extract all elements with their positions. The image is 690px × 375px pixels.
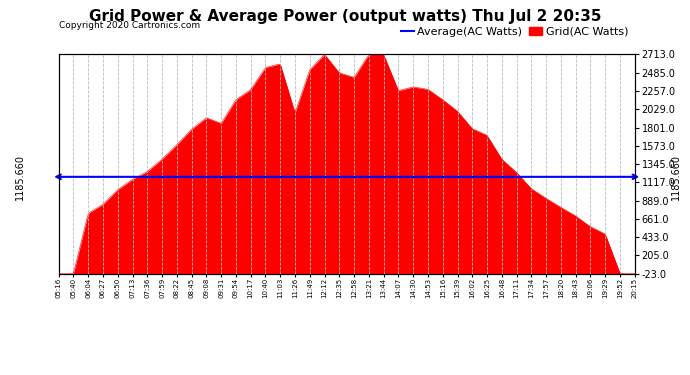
Legend: Average(AC Watts), Grid(AC Watts): Average(AC Watts), Grid(AC Watts) <box>396 22 633 41</box>
Text: Copyright 2020 Cartronics.com: Copyright 2020 Cartronics.com <box>59 21 200 30</box>
Text: Grid Power & Average Power (output watts) Thu Jul 2 20:35: Grid Power & Average Power (output watts… <box>89 9 601 24</box>
Text: 1185.660: 1185.660 <box>671 154 681 200</box>
Text: 1185.660: 1185.660 <box>14 154 24 200</box>
